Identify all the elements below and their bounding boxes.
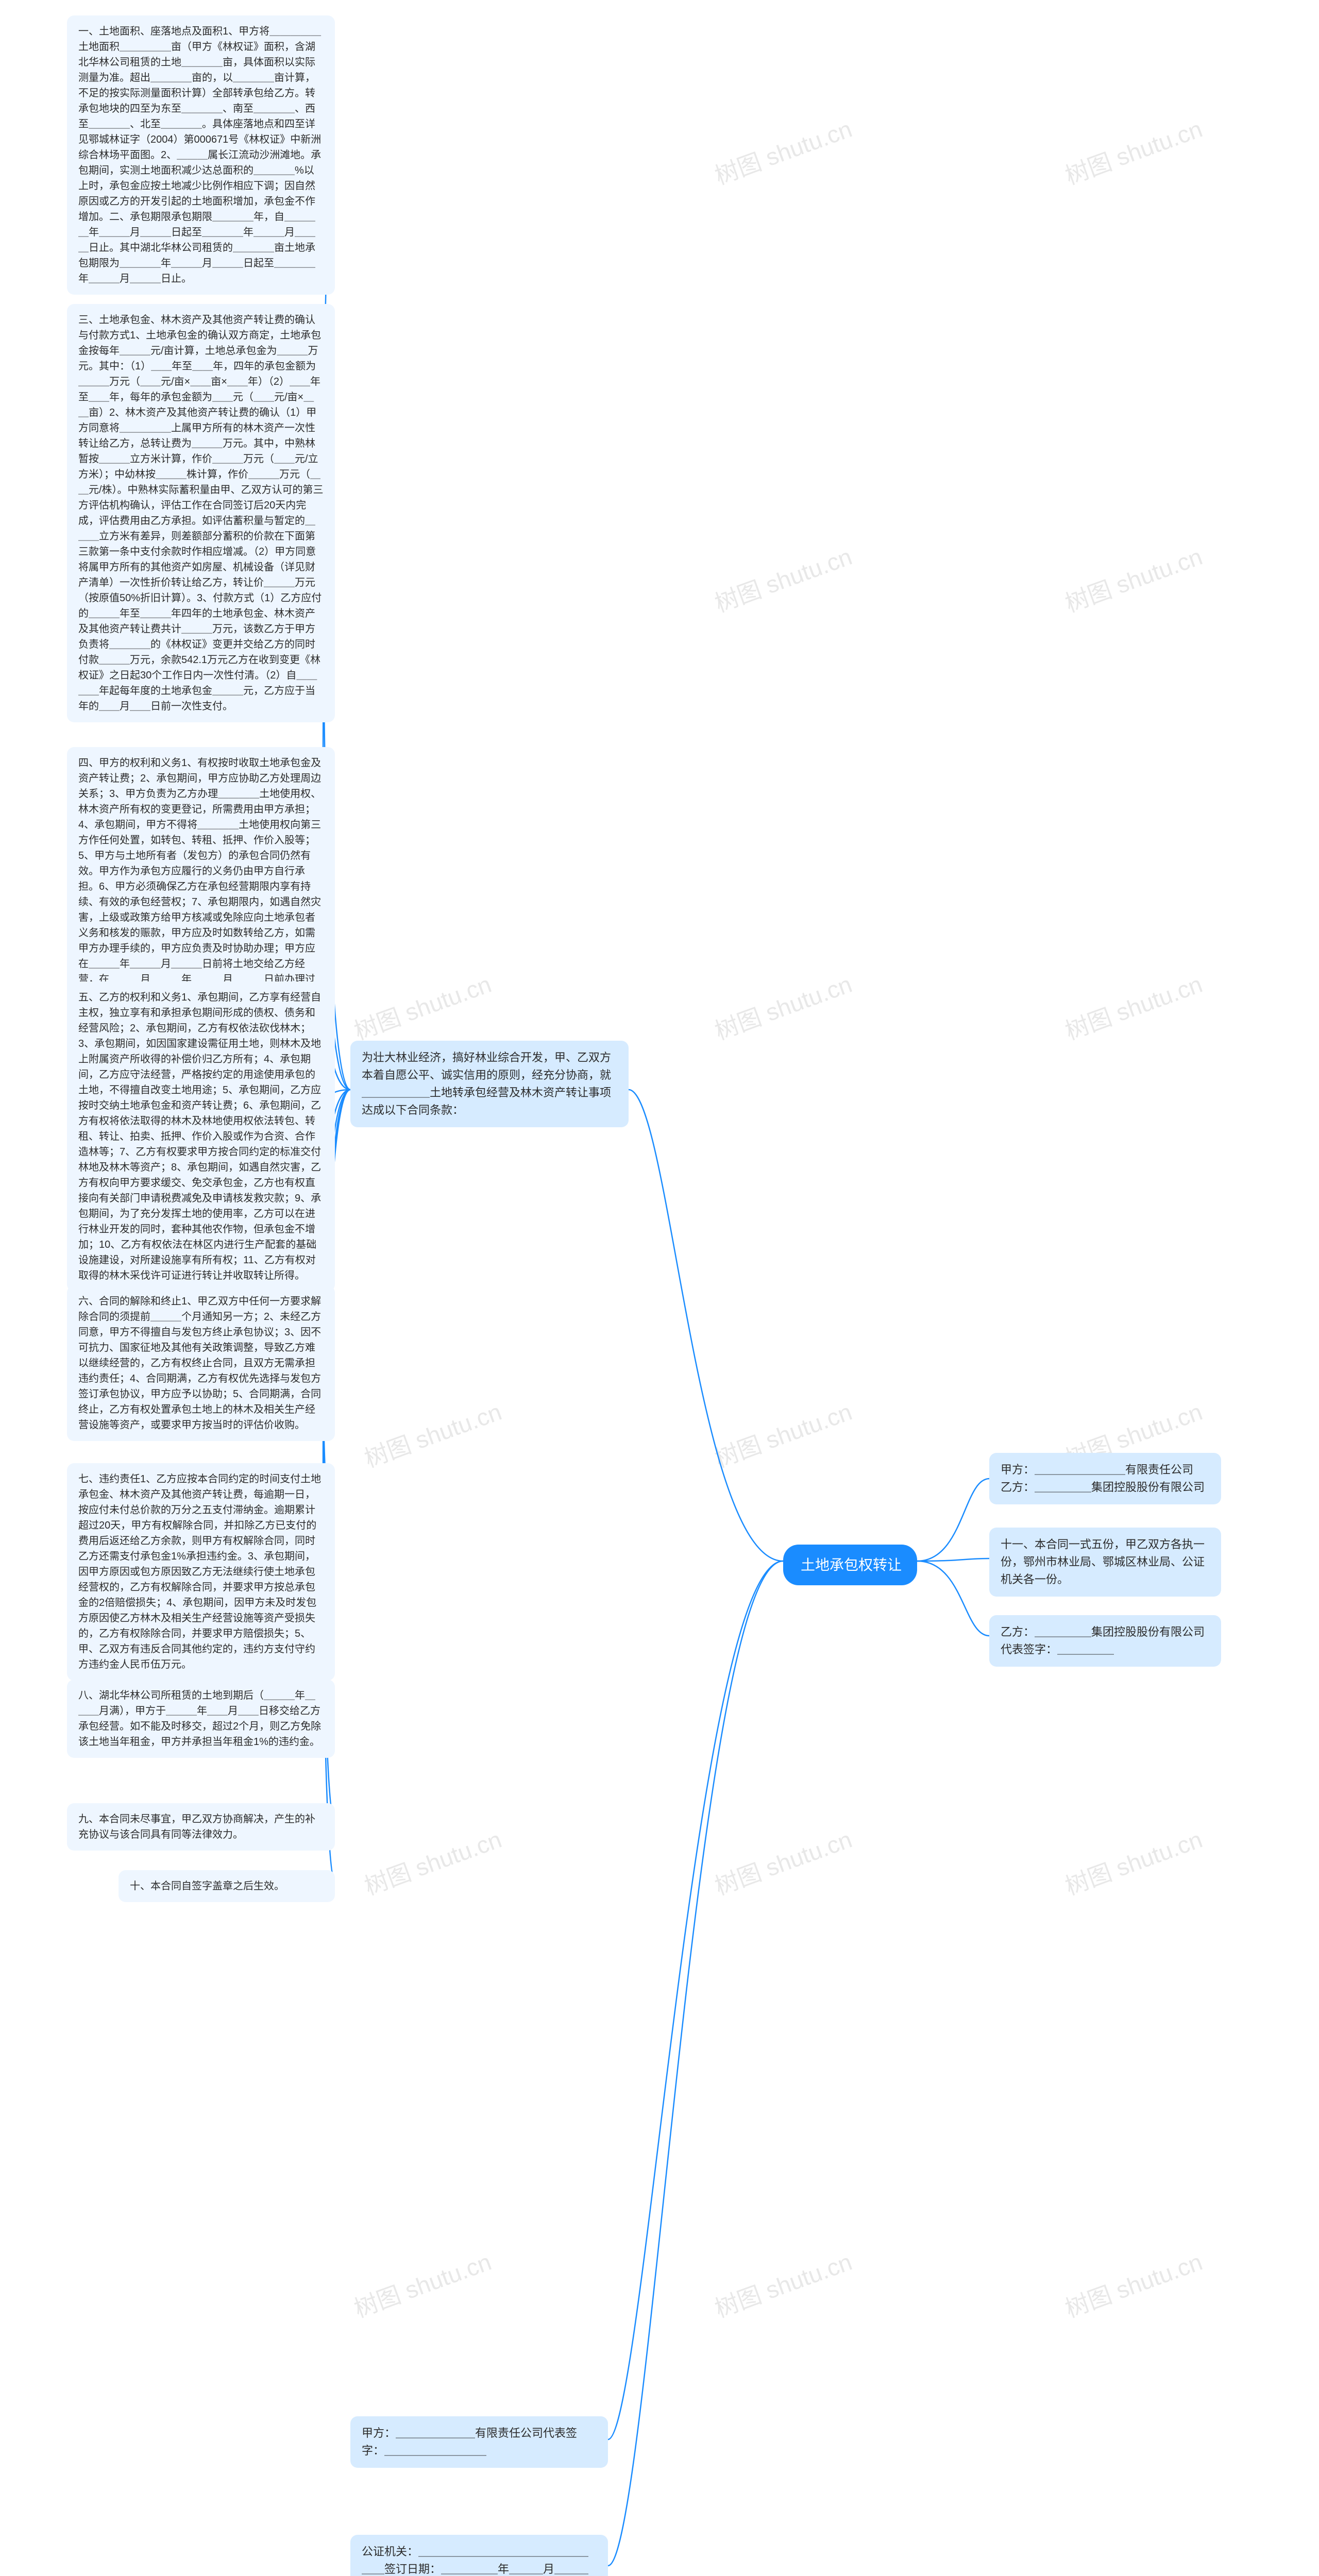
clause-10[interactable]: 十、本合同自签字盖章之后生效。 <box>119 1870 335 1902</box>
watermark: 树图 shutu.cn <box>709 538 856 619</box>
notary-date[interactable]: 公证机关：＿＿＿＿＿＿＿＿＿＿＿＿＿＿＿＿＿签订日期：＿＿＿＿＿年＿＿＿月＿＿＿… <box>350 2535 608 2576</box>
clause-1-2[interactable]: 一、土地面积、座落地点及面积1、甲方将＿＿＿＿＿土地面积＿＿＿＿＿亩（甲方《林权… <box>67 15 335 295</box>
party-a-sign[interactable]: 甲方：＿＿＿＿＿＿＿有限责任公司代表签字：＿＿＿＿＿＿＿＿＿ <box>350 2416 608 2468</box>
party-b-sign[interactable]: 乙方：＿＿＿＿＿集团控股股份有限公司代表签字：＿＿＿＿＿ <box>989 1615 1221 1667</box>
watermark: 树图 shutu.cn <box>359 1821 505 1902</box>
clause-5[interactable]: 五、乙方的权利和义务1、承包期间，乙方享有经营自主权，独立享有和承担承包期间形成… <box>67 981 335 1292</box>
watermark: 树图 shutu.cn <box>1060 538 1206 619</box>
watermark: 树图 shutu.cn <box>1060 1821 1206 1902</box>
watermark: 树图 shutu.cn <box>709 1821 856 1902</box>
watermark: 树图 shutu.cn <box>709 2243 856 2324</box>
watermark: 树图 shutu.cn <box>709 965 856 1046</box>
watermark: 树图 shutu.cn <box>1060 965 1206 1046</box>
watermark: 树图 shutu.cn <box>709 110 856 191</box>
watermark: 树图 shutu.cn <box>709 1393 856 1474</box>
intro-node[interactable]: 为壮大林业经济，搞好林业综合开发，甲、乙双方本着自愿公平、诚实信用的原则，经充分… <box>350 1041 629 1127</box>
watermark: 树图 shutu.cn <box>349 2243 495 2324</box>
clause-8[interactable]: 八、湖北华林公司所租赁的土地到期后（＿＿＿年＿＿＿月满），甲方于＿＿＿年＿＿月＿… <box>67 1680 335 1758</box>
clause-11[interactable]: 十一、本合同一式五份，甲乙双方各执一份，鄂州市林业局、鄂城区林业局、公证机关各一… <box>989 1528 1221 1597</box>
clause-9[interactable]: 九、本合同未尽事宜，甲乙双方协商解决，产生的补充协议与该合同具有同等法律效力。 <box>67 1803 335 1851</box>
clause-6[interactable]: 六、合同的解除和终止1、甲乙双方中任何一方要求解除合同的须提前＿＿＿个月通知另一… <box>67 1285 335 1441</box>
clause-7[interactable]: 七、违约责任1、乙方应按本合同约定的时间支付土地承包金、林木资产及其他资产转让费… <box>67 1463 335 1681</box>
watermark: 树图 shutu.cn <box>359 1393 505 1474</box>
parties-node[interactable]: 甲方：＿＿＿＿＿＿＿＿有限责任公司 乙方：＿＿＿＿＿集团控股股份有限公司 <box>989 1453 1221 1504</box>
clause-4[interactable]: 四、甲方的权利和义务1、有权按时收取土地承包金及资产转让费；2、承包期间，甲方应… <box>67 747 335 1011</box>
root-node[interactable]: 土地承包权转让 <box>783 1545 917 1585</box>
clause-3[interactable]: 三、土地承包金、林木资产及其他资产转让费的确认与付款方式1、土地承包金的确认双方… <box>67 304 335 722</box>
watermark: 树图 shutu.cn <box>1060 110 1206 191</box>
watermark: 树图 shutu.cn <box>349 965 495 1046</box>
watermark: 树图 shutu.cn <box>1060 2243 1206 2324</box>
